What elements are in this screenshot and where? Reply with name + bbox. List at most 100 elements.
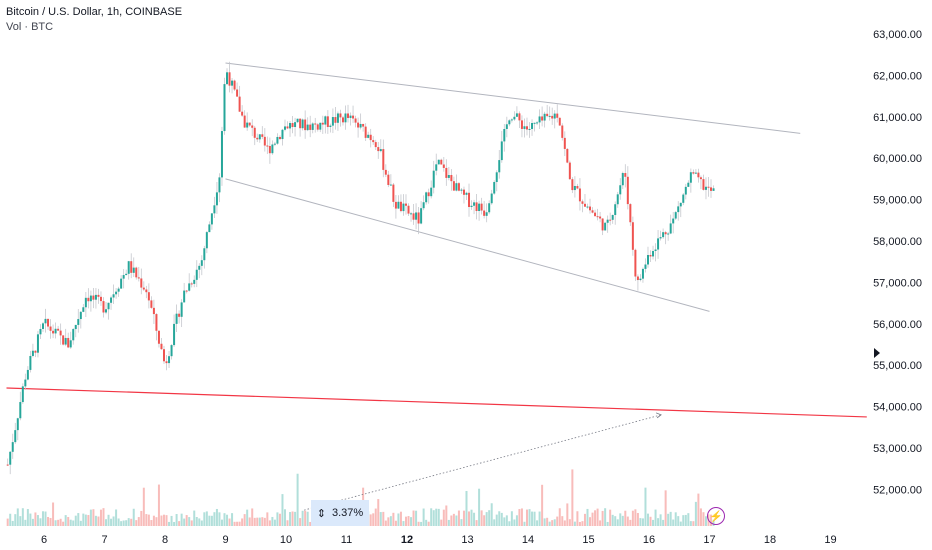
candle-body: [150, 300, 153, 308]
candle-body: [92, 295, 95, 300]
volume-bar: [525, 509, 528, 526]
volume-bar: [87, 515, 90, 526]
candle-body: [473, 202, 476, 206]
volume-bar: [160, 515, 163, 526]
volume-bar: [470, 509, 473, 526]
volume-bar: [659, 514, 662, 526]
volume-bar: [410, 517, 413, 526]
symbol-title[interactable]: Bitcoin / U.S. Dollar, 1h, COINBASE: [6, 6, 183, 18]
chart-legend: Bitcoin / U.S. Dollar, 1h, COINBASE Vol …: [6, 5, 182, 35]
candle-body: [47, 318, 50, 327]
volume-bar: [24, 519, 27, 526]
candle-body: [253, 127, 256, 138]
candle-body: [382, 149, 385, 170]
candle-body: [445, 167, 448, 178]
time-tick-label: 16: [643, 534, 655, 546]
candle-body: [508, 120, 511, 125]
volume-bar: [110, 518, 113, 526]
candle-body: [69, 340, 72, 348]
candle-body: [359, 123, 362, 128]
measure-tool-box[interactable]: ⇕ 3.37%: [311, 500, 369, 526]
volume-bar: [233, 521, 236, 526]
volume-bar: [500, 512, 503, 526]
candle-body: [304, 119, 307, 131]
candle-body: [387, 174, 390, 185]
candle-body: [87, 297, 90, 302]
candle-body: [392, 184, 395, 202]
candle-body: [614, 204, 617, 216]
time-tick-label: 11: [341, 534, 352, 546]
volume-bar: [31, 518, 34, 526]
volume-bar: [155, 517, 158, 526]
volume-bar: [606, 521, 609, 526]
time-tick-label: 8: [162, 534, 168, 546]
volume-bar: [294, 511, 297, 526]
candle-body: [440, 159, 443, 165]
volume-bar: [220, 519, 223, 526]
candle-body: [273, 143, 276, 145]
volume-bar: [546, 517, 549, 526]
candle-body: [79, 311, 82, 320]
price-axis[interactable]: 63,000.00 62,000.00 61,000.00 60,000.00 59,0…: [873, 29, 922, 496]
candle-body: [102, 301, 105, 313]
candle-body: [57, 328, 60, 331]
volume-bar: [286, 520, 289, 526]
time-tick-label: 14: [522, 534, 534, 546]
candle-body: [430, 187, 433, 197]
candle-body: [513, 116, 516, 120]
candle-body: [52, 330, 55, 334]
volume-bar: [440, 519, 443, 526]
volume-bar: [99, 509, 102, 526]
volume-bar: [578, 521, 581, 526]
volume-bar: [624, 510, 627, 526]
scroll-right-icon[interactable]: [874, 348, 880, 358]
candle-body: [238, 96, 241, 112]
trendline-support: [6, 387, 867, 418]
candle-body: [662, 232, 665, 238]
candle-body: [566, 148, 569, 163]
lightning-icon[interactable]: ⚡: [707, 507, 725, 525]
volume-bar: [193, 510, 196, 526]
volume-bar: [152, 515, 155, 526]
candle-body: [589, 206, 592, 211]
candle-body: [132, 267, 135, 273]
volume-bar: [460, 519, 463, 526]
volume-bar: [276, 512, 279, 526]
volume-bars: [6, 469, 715, 526]
candle-body: [649, 255, 652, 257]
candle-body: [122, 275, 125, 279]
volume-bar: [377, 499, 380, 526]
price-tick-label: 53,000.00: [873, 443, 922, 455]
candle-body: [281, 129, 284, 140]
candle-body: [490, 193, 493, 204]
candle-body: [667, 233, 670, 235]
volume-bar: [198, 518, 201, 526]
volume-bar: [273, 519, 276, 526]
candle-body: [198, 265, 201, 270]
volume-bar: [568, 519, 571, 526]
candle-body: [215, 192, 218, 206]
candle-body: [157, 330, 160, 344]
volume-bar: [195, 516, 198, 526]
time-tick-label: 9: [222, 534, 228, 546]
candle-body: [301, 119, 304, 129]
price-tick-label: 55,000.00: [873, 360, 922, 372]
price-tick-label: 58,000.00: [873, 236, 922, 248]
volume-bar: [684, 514, 687, 526]
candle-body: [533, 122, 536, 124]
candle-body: [586, 206, 589, 208]
candle-body: [460, 189, 463, 191]
volume-indicator-label[interactable]: Vol · BTC: [6, 21, 54, 33]
candle-body: [67, 337, 70, 348]
candle-body: [510, 119, 513, 121]
trendlines[interactable]: [6, 62, 867, 511]
candle-body: [553, 113, 556, 119]
candle-body: [19, 402, 22, 419]
volume-bar: [586, 508, 589, 526]
candle-body: [89, 295, 92, 302]
candle-body: [702, 179, 705, 190]
volume-bar: [407, 516, 410, 526]
time-axis[interactable]: 6 7 8 9 10 11 12 13 14 15 16 17 18 19: [41, 534, 837, 546]
volume-bar: [662, 519, 665, 526]
